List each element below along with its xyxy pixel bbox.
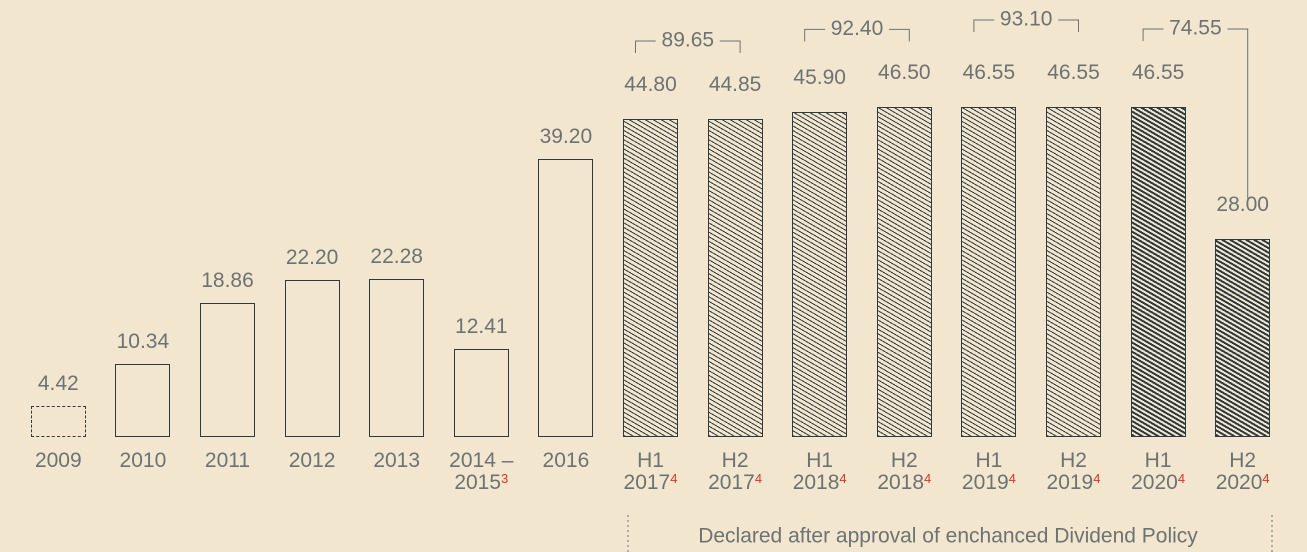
x-tick-label: H1 2019 [961,449,1009,494]
x-tick-label: 2016 [542,449,590,472]
value-label: 22.20 [285,245,339,269]
bracket-gap [825,19,889,40]
value-label: 46.55 [1047,61,1100,84]
x-tick-label-wrap: 2016 [521,450,611,472]
x-tick-label-wrap: 2012 [267,450,357,472]
bar [1130,107,1186,437]
x-tick-label: 2011 [204,449,251,472]
x-tick-label-wrap: H2 20184 [859,450,949,494]
x-tick-label-wrap: 2014 – 20153 [436,450,526,494]
value-label: 44.80 [624,73,677,97]
footnote-mark: 4 [1262,471,1270,486]
value-label: 46.50 [878,61,931,85]
x-tick-label-wrap: 2010 [98,450,188,472]
value-label: 4.42 [37,371,79,395]
note: Declared after approval of enchanced Div… [698,525,1198,548]
bar [453,349,509,437]
value-label: 46.55 [1131,61,1185,84]
footnote-mark: 4 [1093,471,1101,486]
bar [1215,238,1271,437]
x-tick-label: H2 2019 [1046,449,1094,494]
bar [369,279,425,437]
x-tick-label: 2013 [373,449,421,472]
x-tick-label-wrap: 2013 [352,450,442,472]
x-tick-label: 2012 [288,449,336,472]
bar [792,111,848,437]
x-tick-label-wrap: 2009 [13,450,103,472]
value-label: 45.90 [793,65,846,89]
bar [115,363,171,437]
bracket-total: 93.10 [1000,8,1053,31]
bracket-gap [655,31,720,52]
x-tick-label: 2009 [34,449,82,472]
footnote-mark: 4 [1008,471,1016,486]
x-tick-label: 2010 [119,449,167,472]
footnote-mark: 4 [839,471,847,486]
x-tick-label-wrap: H1 20174 [606,450,696,494]
x-tick-label: 2014 – 2015 [449,449,514,494]
footnote-mark: 4 [1177,471,1186,486]
value-label: 39.20 [539,125,593,149]
bar [538,159,594,437]
x-tick-label: H2 2018 [877,449,925,494]
value-label: 10.34 [116,329,170,353]
x-tick-label: H1 2020 [1131,449,1178,494]
bar [30,405,86,437]
x-tick-label-wrap: H1 20184 [775,450,865,494]
bracket-total: 89.65 [662,29,715,52]
footnote-mark: 3 [501,471,509,486]
x-tick-label: H1 2017 [623,449,671,494]
value-label: 28.00 [1216,192,1269,216]
bracket-gap [994,10,1059,30]
x-tick-label-wrap: H1 20194 [944,450,1034,494]
x-tick-label-wrap: H2 20194 [1029,450,1119,494]
value-label: 18.86 [201,269,254,293]
value-label: 12.41 [455,315,508,339]
bracket-gap [1163,19,1228,39]
bar [1046,107,1101,437]
bar [876,107,932,437]
footnote-mark: 4 [754,471,763,486]
bar [200,303,255,437]
bar [707,119,763,437]
x-tick-label: H2 2020 [1215,449,1263,494]
x-tick-label-wrap: H2 20204 [1198,450,1288,494]
bracket-total: 92.40 [831,17,884,40]
value-label: 46.55 [962,61,1016,84]
value-label: 22.28 [370,245,423,269]
bar [961,107,1017,437]
x-tick-label: H1 2018 [792,449,840,494]
x-tick-label-wrap: H2 20174 [690,450,780,494]
footnote-mark: 4 [670,471,678,486]
x-tick-label-wrap: H1 20204 [1113,450,1203,494]
x-tick-label-wrap: 2011 [183,450,273,472]
footnote-mark: 4 [924,471,932,486]
value-label: 44.85 [708,73,762,97]
bracket-total: 74.55 [1169,17,1222,40]
bar [623,119,678,437]
bar [284,279,340,437]
x-tick-label: H2 2017 [708,449,755,494]
